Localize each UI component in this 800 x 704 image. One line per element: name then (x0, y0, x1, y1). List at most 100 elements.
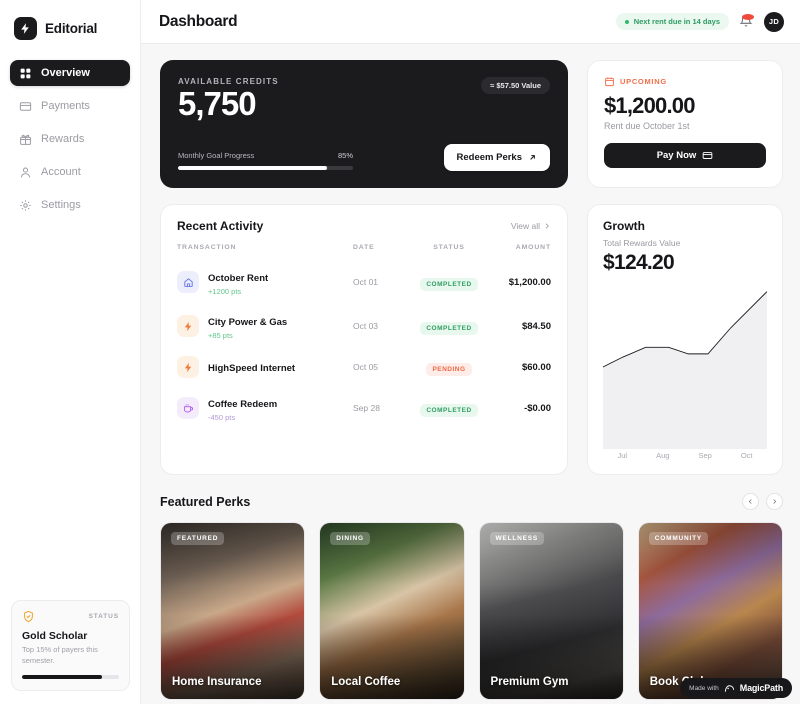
status-badge: PENDING (426, 363, 472, 376)
sidebar-item-label: Account (41, 166, 81, 178)
featured-perks-header: Featured Perks (160, 493, 783, 510)
perk-name: Premium Gym (490, 676, 569, 688)
transaction-name: HighSpeed Internet (208, 363, 296, 374)
perk-tag: DINING (330, 532, 370, 545)
sidebar-item-label: Overview (41, 67, 90, 79)
table-row[interactable]: October Rent +1200 pts Oct 01 COMPLETED $1,2… (177, 260, 551, 304)
perk-card[interactable]: WELLNESS Premium Gym (478, 522, 624, 700)
pay-now-button[interactable]: Pay Now (604, 143, 766, 168)
upcoming-amount: $1,200.00 (604, 93, 695, 118)
perk-card[interactable]: COMMUNITY Book Club (637, 522, 783, 700)
cell-transaction: City Power & Gas +85 pts (177, 304, 353, 348)
featured-perks-grid: FEATURED Home Insurance DINING Local Coffee… (160, 522, 783, 700)
transaction-points: +1200 pts (208, 287, 242, 296)
brand: Editorial (0, 0, 140, 40)
cell-transaction: HighSpeed Internet (177, 348, 353, 386)
upcoming-header: UPCOMING (604, 76, 766, 87)
cell-transaction: Coffee Redeem -450 pts (177, 386, 353, 430)
grid-icon (19, 67, 32, 80)
person-icon (19, 166, 32, 179)
view-all-link[interactable]: View all (511, 221, 551, 231)
featured-perks-title: Featured Perks (160, 494, 251, 509)
table-row[interactable]: HighSpeed Internet Oct 05 PENDING $60.00 (177, 348, 551, 386)
transaction-name: City Power & Gas (208, 317, 288, 328)
cell-transaction: October Rent +1200 pts (177, 260, 353, 304)
sidebar-item-payments[interactable]: Payments (10, 93, 130, 119)
sidebar-item-label: Rewards (41, 133, 85, 145)
brand-name: Editorial (45, 21, 98, 36)
topbar: Dashboard Next rent due in 14 days JD (141, 0, 800, 44)
cell-status: COMPLETED (411, 260, 487, 304)
notifications-button[interactable] (739, 14, 754, 29)
sidebar-item-label: Settings (41, 199, 81, 211)
shield-check-icon (22, 610, 35, 623)
cell-date: Sep 28 (353, 403, 380, 413)
sidebar-item-rewards[interactable]: Rewards (10, 126, 130, 152)
monthly-goal-label: Monthly Goal Progress (178, 151, 255, 160)
available-credits-card: AVAILABLE CREDITS 5,750 ≈ $57.50 Value M… (160, 60, 568, 188)
perk-tag: FEATURED (171, 532, 225, 545)
monthly-goal-row: Monthly Goal Progress 85% (178, 151, 353, 160)
bolt-icon (177, 356, 199, 378)
sidebar-item-overview[interactable]: Overview (10, 60, 130, 86)
table-header-row: TRANSACTION DATE STATUS AMOUNT (177, 244, 551, 260)
monthly-goal: Monthly Goal Progress 85% (178, 151, 353, 170)
transactions-table-body: October Rent +1200 pts Oct 01 COMPLETED $1,2… (177, 260, 551, 430)
status-badge: COMPLETED (420, 404, 478, 417)
carousel-prev-button[interactable] (742, 493, 759, 510)
growth-area-chart (603, 285, 767, 449)
monthly-goal-progress-bar (178, 166, 353, 170)
growth-title: Growth (603, 219, 645, 233)
chart-x-tick: Sep (698, 451, 712, 460)
notification-dot-icon (742, 14, 754, 20)
carousel-next-button[interactable] (766, 493, 783, 510)
perk-card[interactable]: DINING Local Coffee (319, 522, 465, 700)
cell-date: Oct 03 (353, 321, 379, 331)
sidebar-item-account[interactable]: Account (10, 159, 130, 185)
gear-icon (19, 199, 32, 212)
perk-card[interactable]: FEATURED Home Insurance (160, 522, 306, 700)
transaction-name: October Rent (208, 273, 269, 284)
status-progress-bar (22, 675, 119, 679)
avatar[interactable]: JD (764, 11, 784, 32)
coffee-icon (177, 397, 199, 419)
arrow-up-right-icon (530, 155, 535, 160)
status-badge: COMPLETED (420, 322, 478, 335)
growth-value: $124.20 (603, 251, 675, 274)
chart-x-tick: Jul (617, 451, 628, 460)
monthly-goal-percent: 85% (337, 151, 353, 160)
sidebar-item-settings[interactable]: Settings (10, 192, 130, 218)
sidebar: Editorial Overview Payments Rewards (0, 0, 141, 704)
perk-tag: WELLNESS (489, 532, 545, 545)
upcoming-payment-card: UPCOMING $1,200.00 Rent due October 1st … (587, 60, 783, 188)
table-row[interactable]: Coffee Redeem -450 pts Sep 28 COMPLETED -$0.… (177, 386, 551, 430)
credits-label: AVAILABLE CREDITS (178, 77, 279, 86)
cell-status: COMPLETED (411, 386, 487, 430)
gift-icon (19, 133, 32, 146)
column-date: DATE (353, 244, 375, 251)
brand-logo-icon (14, 17, 37, 40)
upcoming-tag: UPCOMING (620, 77, 667, 86)
sidebar-nav: Overview Payments Rewards Account (0, 60, 140, 218)
dashboard-content: AVAILABLE CREDITS 5,750 ≈ $57.50 Value M… (141, 44, 800, 700)
redeem-perks-button[interactable]: Redeem Perks (443, 144, 550, 171)
cell-amount: $60.00 (521, 361, 551, 373)
status-description: Top 15% of payers this semester. (22, 645, 98, 666)
redeem-perks-label: Redeem Perks (456, 152, 522, 163)
table-row[interactable]: City Power & Gas +85 pts Oct 03 COMPLETED $8… (177, 304, 551, 348)
credits-value-pill: ≈ $57.50 Value (481, 77, 550, 94)
chart-x-tick: Aug (656, 451, 670, 460)
cell-amount: $84.50 (521, 320, 551, 332)
recent-activity-header: Recent Activity View all (177, 219, 551, 233)
watermark-made-with: Made with (689, 684, 719, 692)
status-card[interactable]: STATUS Gold Scholar Top 15% of payers th… (11, 600, 130, 691)
sidebar-item-label: Payments (41, 100, 90, 112)
perk-name: Home Insurance (172, 676, 262, 688)
card-icon (702, 152, 713, 159)
main-area: Dashboard Next rent due in 14 days JD AV… (141, 0, 800, 704)
rent-due-label: Next rent due in 14 days (633, 17, 720, 26)
watermark-brand: MagicPath (739, 683, 783, 693)
perk-scrim (638, 523, 782, 699)
growth-subtitle: Total Rewards Value (603, 238, 681, 248)
